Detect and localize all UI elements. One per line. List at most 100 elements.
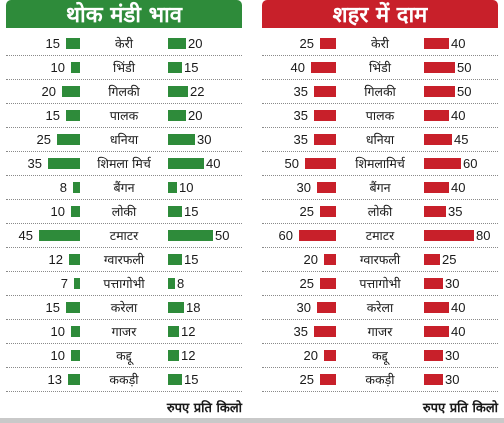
wholesale-row: 10 गाजर 12	[6, 320, 242, 344]
city-max-bar	[424, 134, 452, 145]
city-min-bar	[320, 206, 336, 217]
wholesale-max-label: 10	[179, 180, 194, 195]
wholesale-row: 7 पत्तागोभी 8	[6, 272, 242, 296]
wholesale-max-bar	[168, 230, 213, 241]
city-max-label: 50	[457, 60, 472, 75]
city-max-bar	[424, 350, 443, 361]
city-min-bar	[314, 110, 336, 121]
wholesale-row: 13 ककड़ी 15	[6, 368, 242, 392]
wholesale-category-label: भिंडी	[113, 60, 135, 75]
wholesale-max-bar	[168, 134, 195, 145]
wholesale-min-label: 12	[48, 252, 63, 267]
city-max-bar	[424, 278, 443, 289]
wholesale-row: 35 शिमला मिर्च 40	[6, 152, 242, 176]
wholesale-max-bar	[168, 326, 179, 337]
wholesale-max-bar	[168, 62, 182, 73]
city-min-bar	[305, 158, 336, 169]
wholesale-category-label: लोकी	[111, 204, 137, 219]
city-min-label: 35	[293, 324, 308, 339]
wholesale-max-label: 12	[181, 324, 196, 339]
wholesale-min-label: 10	[50, 348, 65, 363]
wholesale-max-label: 22	[190, 84, 205, 99]
wholesale-min-label: 35	[27, 156, 42, 171]
city-row: 35 गिलकी 50	[262, 80, 498, 104]
city-max-bar	[424, 62, 455, 73]
city-min-bar	[324, 350, 336, 361]
city-row: 35 गाजर 40	[262, 320, 498, 344]
city-max-bar	[424, 302, 449, 313]
wholesale-min-label: 15	[45, 36, 60, 51]
city-category-label: टमाटर	[365, 228, 395, 243]
city-category-label: गिलकी	[364, 84, 396, 99]
city-max-label: 40	[451, 36, 466, 51]
wholesale-category-label: टमाटर	[109, 228, 139, 243]
city-row: 25 ककड़ी 30	[262, 368, 498, 392]
city-category-label: शिमलामिर्च	[355, 156, 405, 171]
wholesale-min-label: 7	[60, 276, 68, 291]
city-min-bar	[314, 134, 336, 145]
city-min-label: 30	[296, 300, 311, 315]
city-min-label: 25	[299, 204, 314, 219]
city-min-bar	[311, 62, 336, 73]
wholesale-min-bar	[74, 278, 80, 289]
wholesale-min-bar	[66, 110, 80, 121]
city-min-label: 35	[293, 108, 308, 123]
wholesale-max-bar	[168, 158, 204, 169]
wholesale-max-label: 30	[197, 132, 212, 147]
city-min-label: 35	[293, 84, 308, 99]
wholesale-min-bar	[71, 62, 80, 73]
city-category-label: भिंडी	[369, 60, 391, 75]
wholesale-row: 8 बैंगन 10	[6, 176, 242, 200]
wholesale-min-label: 45	[18, 228, 33, 243]
wholesale-row: 20 गिलकी 22	[6, 80, 242, 104]
city-row: 20 ग्वारफली 25	[262, 248, 498, 272]
wholesale-row: 15 पालक 20	[6, 104, 242, 128]
wholesale-min-label: 10	[50, 324, 65, 339]
city-min-bar	[320, 38, 336, 49]
wholesale-max-label: 15	[184, 252, 199, 267]
wholesale-max-bar	[168, 206, 182, 217]
city-category-label: गाजर	[367, 324, 393, 339]
city-max-label: 40	[451, 180, 466, 195]
city-max-bar	[424, 206, 446, 217]
city-row: 40 भिंडी 50	[262, 56, 498, 80]
wholesale-rows: 15 केरी 20 10 भिंडी 15 20 गिलकी 22 15 पालक 20 25 धनिय…	[6, 28, 242, 392]
wholesale-max-label: 50	[215, 228, 230, 243]
city-min-bar	[314, 86, 336, 97]
city-min-bar	[314, 326, 336, 337]
wholesale-category-label: कद्दू	[116, 348, 132, 363]
city-panel: शहर में दाम 25 केरी 40 40 भिंडी 50 35 गिलकी 50 35…	[262, 0, 498, 423]
city-max-label: 80	[476, 228, 491, 243]
city-max-label: 30	[445, 348, 460, 363]
city-min-bar	[324, 254, 336, 265]
wholesale-row: 10 लोकी 15	[6, 200, 242, 224]
wholesale-category-label: गाजर	[111, 324, 137, 339]
wholesale-max-label: 20	[188, 108, 203, 123]
wholesale-panel: थोक मंडी भाव 15 केरी 20 10 भिंडी 15 20 गिलकी 22 1…	[6, 0, 242, 423]
wholesale-max-bar	[168, 38, 186, 49]
wholesale-max-label: 15	[184, 204, 199, 219]
wholesale-category-label: करेला	[110, 300, 138, 315]
city-row: 35 धनिया 45	[262, 128, 498, 152]
city-min-bar	[317, 182, 336, 193]
city-row: 60 टमाटर 80	[262, 224, 498, 248]
city-max-bar	[424, 86, 455, 97]
city-row: 20 कद्दू 30	[262, 344, 498, 368]
wholesale-row: 10 भिंडी 15	[6, 56, 242, 80]
city-min-bar	[299, 230, 336, 241]
city-row: 25 पत्तागोभी 30	[262, 272, 498, 296]
city-min-label: 20	[303, 348, 318, 363]
wholesale-min-bar	[71, 206, 80, 217]
city-row: 35 पालक 40	[262, 104, 498, 128]
city-min-label: 20	[303, 252, 318, 267]
city-max-bar	[424, 326, 449, 337]
wholesale-min-label: 15	[45, 300, 60, 315]
wholesale-min-bar	[71, 350, 80, 361]
wholesale-min-label: 8	[59, 180, 67, 195]
city-category-label: ग्वारफली	[359, 252, 401, 267]
city-max-bar	[424, 254, 440, 265]
wholesale-min-label: 15	[45, 108, 60, 123]
wholesale-min-bar	[39, 230, 80, 241]
city-row: 25 केरी 40	[262, 32, 498, 56]
